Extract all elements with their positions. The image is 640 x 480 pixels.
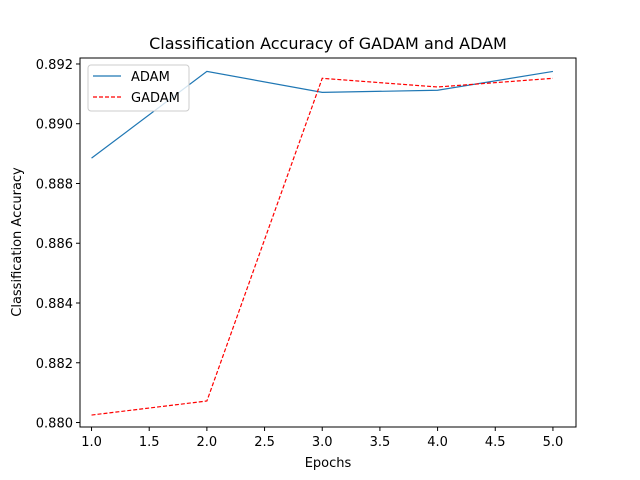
- x-tick-label: 3.0: [312, 435, 333, 450]
- x-tick-label: 4.0: [427, 435, 448, 450]
- y-tick-label: 0.880: [36, 417, 73, 432]
- x-tick-label: 2.5: [254, 435, 275, 450]
- y-tick-label: 0.886: [36, 237, 73, 252]
- x-tick-label: 1.5: [139, 435, 160, 450]
- legend-label-adam: ADAM: [131, 70, 170, 85]
- y-axis-label: Classification Accuracy: [10, 167, 25, 317]
- x-tick-label: 2.0: [197, 435, 218, 450]
- y-tick-label: 0.888: [36, 177, 73, 192]
- y-tick-label: 0.882: [36, 357, 73, 372]
- x-tick-label: 5.0: [543, 435, 564, 450]
- x-tick-label: 3.5: [370, 435, 391, 450]
- legend: ADAM GADAM: [87, 64, 190, 112]
- axis-ticks: 1.0 1.5 2.0 2.5 3.0 3.5 4.0 4.5 5.0 0.880 0.882 0.8…: [36, 58, 563, 450]
- y-tick-label: 0.884: [36, 297, 73, 312]
- x-tick-label: 4.5: [485, 435, 506, 450]
- x-tick-label: 1.0: [81, 435, 102, 450]
- x-axis-label: Epochs: [305, 456, 352, 471]
- series-line-gadam: [91, 77, 553, 416]
- y-tick-label: 0.892: [36, 58, 73, 73]
- legend-label-gadam: GADAM: [131, 91, 180, 106]
- y-tick-label: 0.890: [36, 118, 73, 133]
- plot-frame: [79, 57, 577, 428]
- chart-title: Classification Accuracy of GADAM and ADA…: [149, 34, 507, 53]
